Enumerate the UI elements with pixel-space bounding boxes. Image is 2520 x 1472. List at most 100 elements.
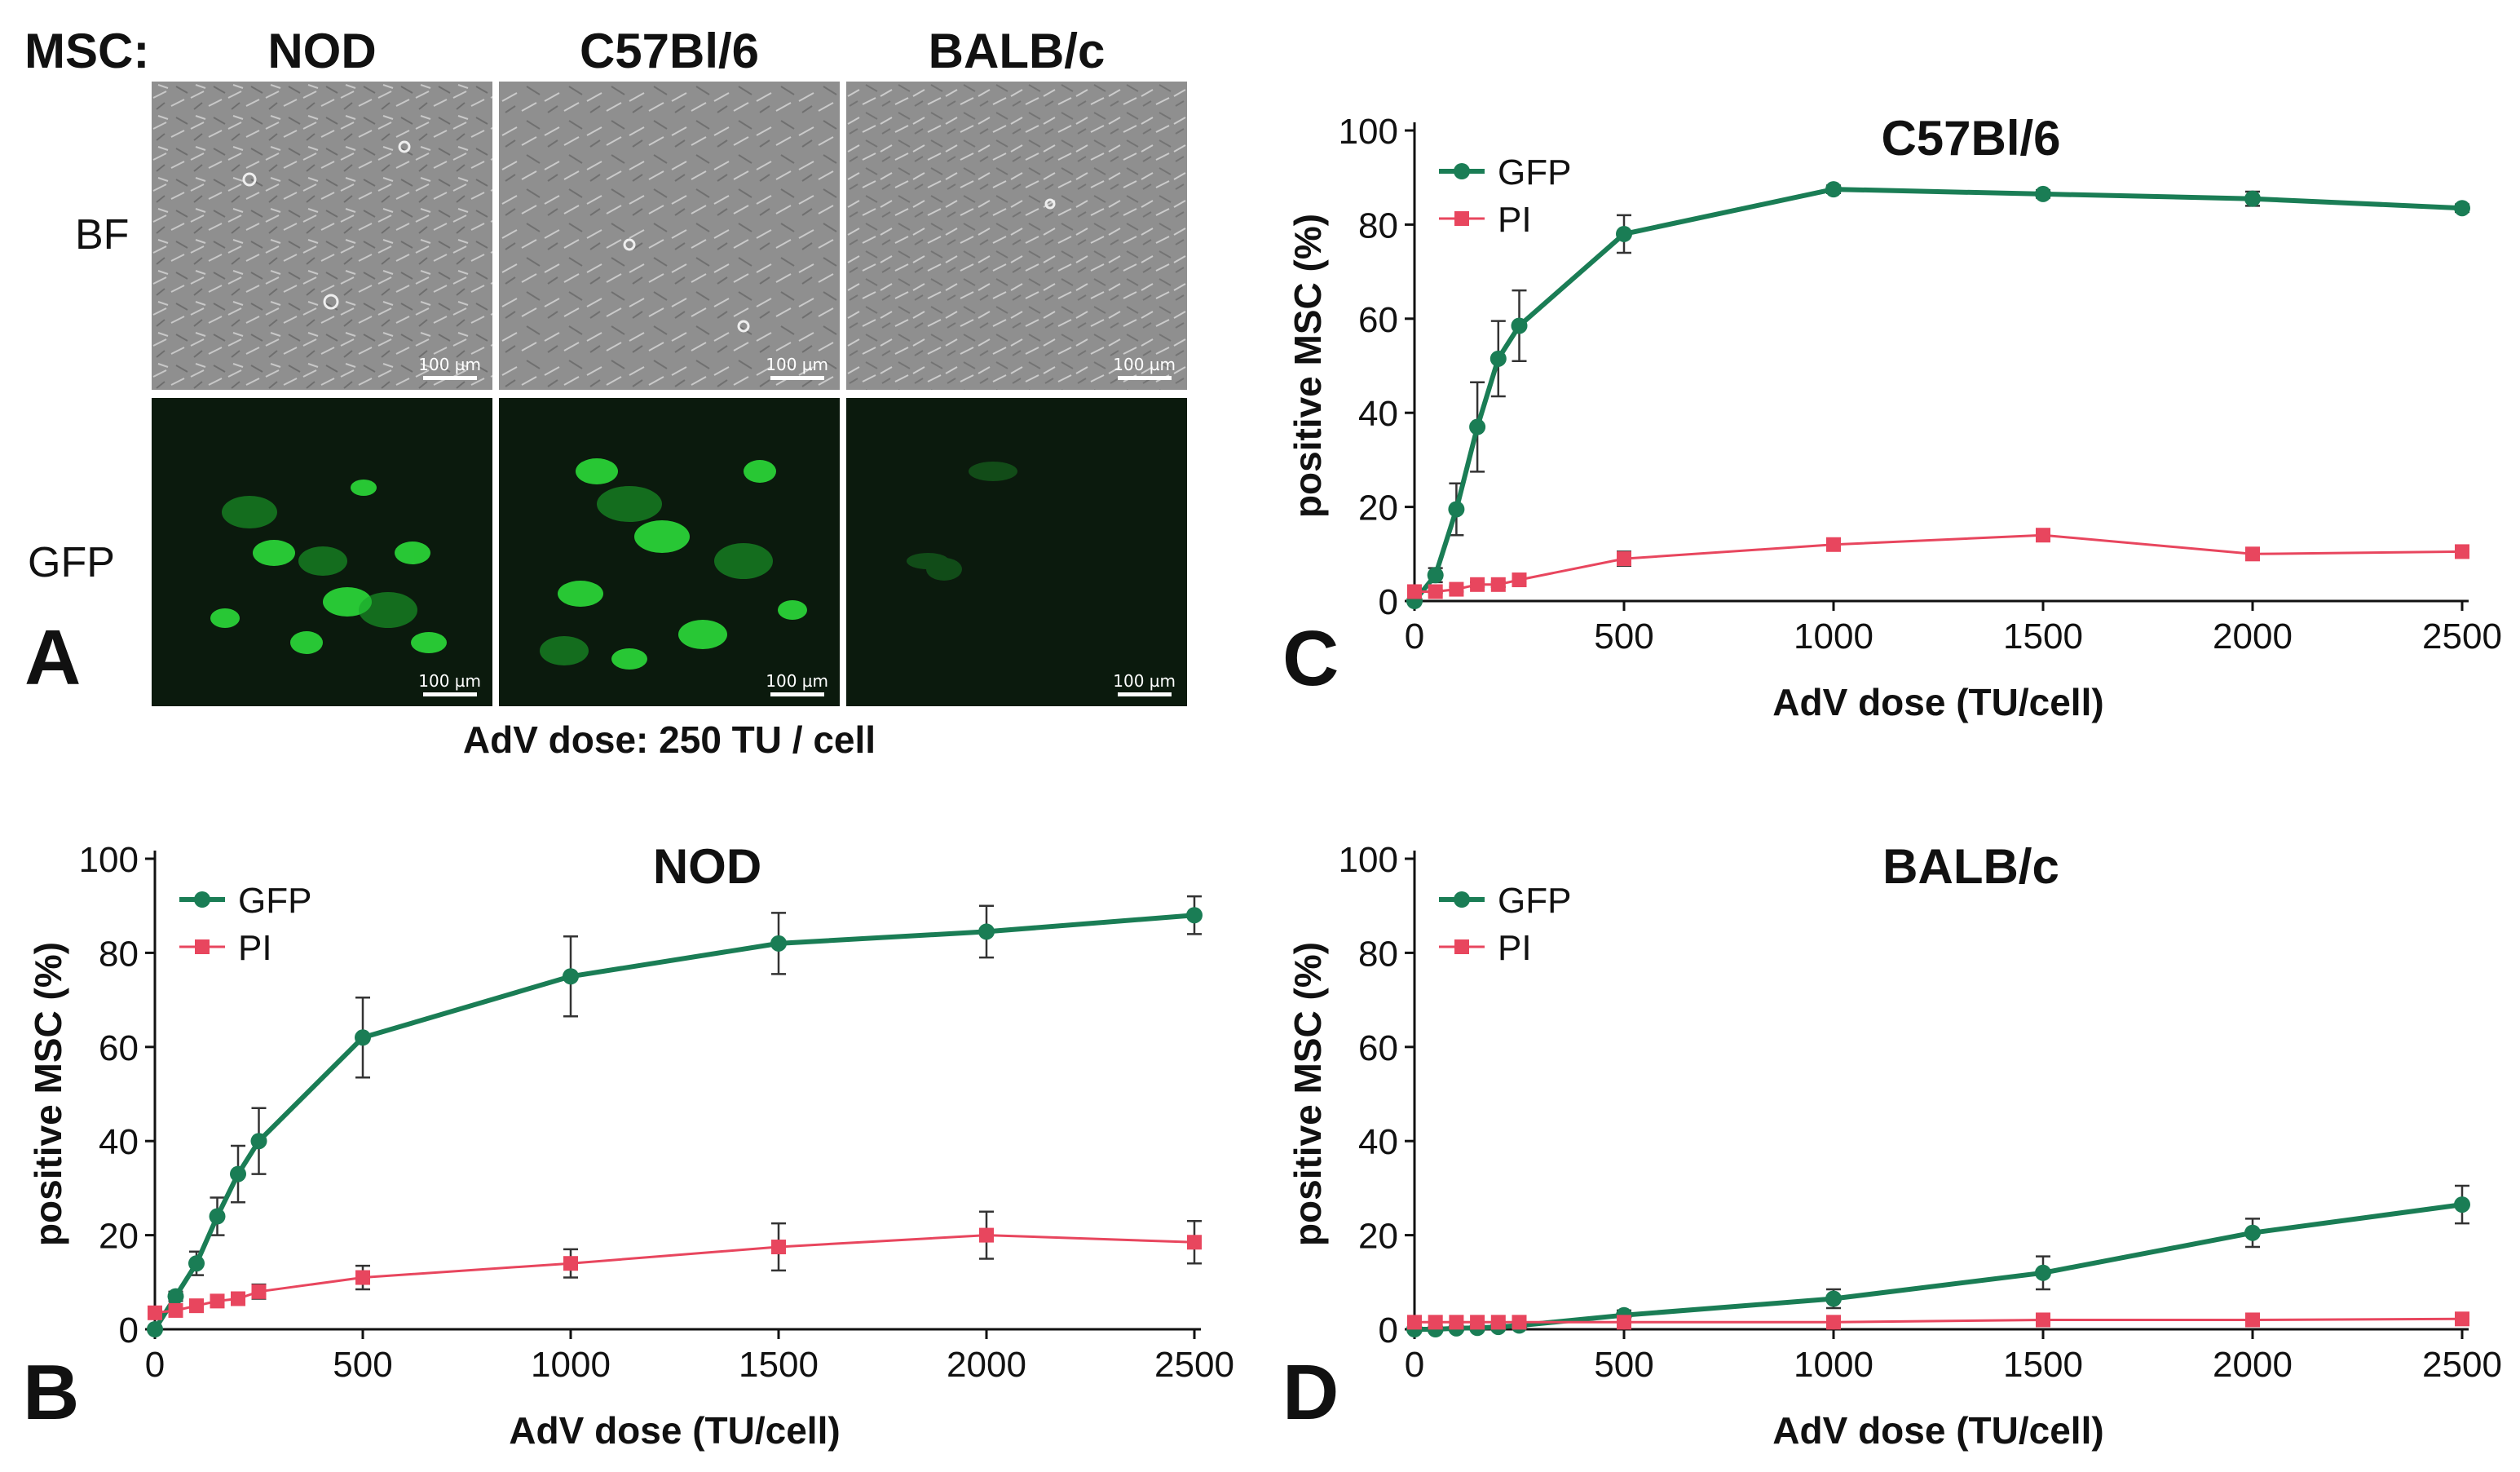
data-point-pi (1407, 584, 1422, 599)
data-point-gfp (1616, 225, 1632, 242)
chart-title: BALB/c (1882, 839, 2059, 894)
data-point-pi (189, 1298, 204, 1314)
data-point-pi (771, 1240, 786, 1255)
data-point-pi (2455, 1311, 2469, 1327)
data-point-gfp (2244, 190, 2261, 207)
legend-label-pi: PI (1498, 928, 1532, 968)
panel-a-column-balbc: BALB/c (928, 24, 1106, 78)
data-point-gfp (1427, 567, 1444, 584)
y-tick-label: 80 (1358, 934, 1398, 974)
data-point-pi (1470, 577, 1485, 592)
chart-title: NOD (653, 839, 761, 894)
x-tick-label: 2500 (2422, 1345, 2502, 1385)
data-point-pi (251, 1284, 267, 1299)
x-tick-label: 500 (1594, 1345, 1653, 1385)
data-point-pi (1490, 1315, 1506, 1330)
y-tick-label: 0 (119, 1311, 139, 1350)
bf-texture-nod (152, 82, 492, 390)
gfp-signal-c57bl6 (540, 458, 807, 670)
x-axis-label: AdV dose (TU/cell) (1772, 1409, 2103, 1452)
data-point-pi (1512, 572, 1527, 588)
data-point-pi (1449, 1315, 1464, 1330)
x-tick-label: 1000 (531, 1345, 611, 1385)
x-axis-label: AdV dose (TU/cell) (1772, 681, 2103, 723)
data-point-gfp (563, 968, 579, 985)
data-point-pi (210, 1293, 225, 1309)
data-point-pi (1826, 537, 1841, 552)
data-point-pi (2245, 1312, 2260, 1328)
legend-label-pi: PI (1498, 200, 1532, 240)
series-line-gfp (1414, 1202, 2463, 1332)
scale-bar-gfp-c57bl6: 100 µm (766, 671, 828, 696)
data-point-pi (979, 1227, 994, 1243)
data-point-pi (231, 1291, 245, 1306)
gfp-micrograph-balbc: 100 µm (846, 398, 1187, 706)
y-tick-label: 80 (1358, 206, 1398, 245)
data-point-pi (1470, 1315, 1485, 1330)
data-point-gfp (1469, 418, 1486, 435)
y-tick-label: 20 (99, 1217, 139, 1257)
data-point-gfp (2035, 1264, 2051, 1281)
legend-marker (1454, 939, 1469, 954)
data-point-pi (1490, 577, 1506, 592)
data-point-gfp (250, 1133, 267, 1150)
gfp-micrograph-nod: 100 µm (152, 398, 492, 706)
data-point-gfp (978, 923, 995, 940)
x-tick-label: 500 (1594, 617, 1653, 656)
scale-bar-bf-c57bl6: 100 µm (766, 355, 828, 380)
legend-marker (1454, 891, 1470, 908)
series-line-gfp (152, 913, 1195, 1331)
legend-label-pi: PI (238, 928, 272, 968)
panel-letter: D (1282, 1349, 1339, 1436)
data-point-pi (1428, 1315, 1443, 1330)
panel-a-column-nod: NOD (267, 24, 377, 78)
data-point-gfp (2035, 185, 2051, 202)
panel-a-header-label: MSC: (24, 24, 150, 78)
series-line-pi (154, 1234, 1195, 1315)
data-point-gfp (147, 1321, 163, 1337)
data-point-pi (1512, 1315, 1527, 1330)
y-tick-label: 60 (1358, 300, 1398, 340)
gfp-signal-nod (210, 480, 447, 654)
data-point-gfp (167, 1288, 184, 1305)
y-tick-label: 0 (1379, 582, 1398, 622)
panel-letter: C (1282, 615, 1339, 702)
data-point-gfp (1825, 181, 1842, 198)
legend-marker (195, 939, 210, 954)
panel-a-letter: A (24, 614, 82, 701)
data-point-gfp (1186, 907, 1203, 924)
y-axis-label: positive MSC (%) (1286, 942, 1329, 1246)
panel-a-caption: AdV dose: 250 TU / cell (462, 718, 876, 761)
y-tick-label: 100 (79, 840, 139, 880)
data-point-gfp (2454, 200, 2470, 217)
data-point-gfp (1448, 501, 1465, 518)
y-tick-label: 0 (1379, 1311, 1398, 1350)
y-tick-label: 100 (1339, 840, 1398, 880)
legend-marker (1454, 163, 1470, 179)
data-point-gfp (1825, 1290, 1842, 1307)
legend-label-gfp: GFP (1498, 153, 1571, 192)
y-tick-label: 40 (1358, 394, 1398, 434)
data-point-gfp (230, 1165, 246, 1182)
scale-bar-bf-nod: 100 µm (418, 355, 481, 380)
y-tick-label: 20 (1358, 488, 1398, 528)
scale-bar-gfp-nod: 100 µm (418, 671, 481, 696)
data-point-pi (355, 1270, 370, 1285)
x-tick-label: 500 (333, 1345, 392, 1385)
data-point-gfp (188, 1255, 205, 1272)
data-point-pi (2036, 1312, 2050, 1328)
legend-marker (1454, 211, 1469, 226)
x-axis-label: AdV dose (TU/cell) (509, 1409, 840, 1452)
gfp-signal-balbc (907, 462, 1017, 581)
data-point-gfp (209, 1208, 226, 1225)
data-point-pi (2455, 544, 2469, 559)
data-point-pi (563, 1256, 578, 1271)
x-tick-label: 0 (1405, 1345, 1424, 1385)
series-line-pi (1414, 533, 2463, 593)
data-point-pi (148, 1305, 162, 1320)
y-tick-label: 20 (1358, 1217, 1398, 1257)
panel-letter: B (23, 1349, 79, 1436)
bf-texture-balbc (846, 82, 1187, 390)
panel-a-row-bf: BF (75, 211, 130, 259)
